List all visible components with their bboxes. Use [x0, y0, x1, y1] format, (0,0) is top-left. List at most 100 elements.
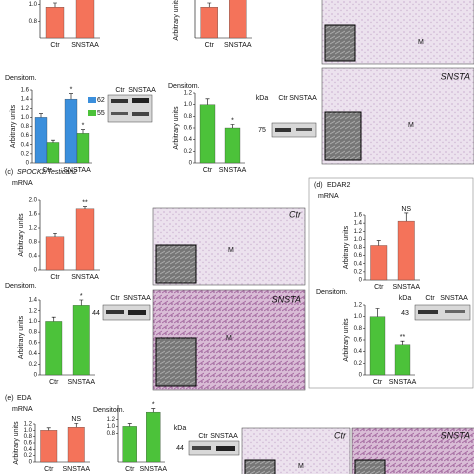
bar [64, 98, 78, 164]
y-tick-label: 1.0 [354, 237, 363, 243]
band [128, 310, 146, 315]
legend-label: 55 [97, 110, 105, 117]
band [216, 446, 235, 451]
y-tick-label: 1.0 [24, 428, 33, 434]
densitom-label: Densitom. [5, 75, 37, 82]
region-label: M [418, 39, 424, 46]
bar [76, 133, 90, 164]
band [275, 128, 291, 132]
region-label: M [408, 122, 414, 129]
blot-unit: kDa [399, 295, 412, 302]
bar [34, 117, 48, 164]
inset [155, 244, 197, 284]
y-tick-label: 0.8 [184, 114, 193, 120]
error-bar [51, 316, 56, 322]
significance: * [70, 86, 73, 93]
error-bar [79, 299, 84, 306]
y-tick-label: 1.6 [21, 88, 30, 94]
y-tick-label: 0.6 [21, 133, 30, 139]
y-tick-label: 0.8 [354, 326, 363, 332]
error-bar [81, 129, 85, 134]
blot [414, 304, 471, 321]
bar [122, 426, 137, 463]
bar [200, 7, 218, 39]
y-tick-label: 0.4 [29, 254, 38, 260]
panel-title: EDA [17, 395, 32, 402]
densitom-label: Densitom. [93, 407, 125, 414]
y-tick-label: 1.0 [29, 319, 38, 325]
x-tick-label: Ctr [125, 466, 135, 473]
y-tick-label: 0.6 [184, 126, 193, 132]
significance: ** [82, 199, 88, 206]
bar [72, 305, 90, 376]
x-tick-label: SNSTAA [63, 167, 91, 174]
micrograph-tag: Ctr [289, 209, 302, 219]
y-tick-label: 1.2 [354, 303, 363, 309]
significance: NS [401, 206, 411, 213]
error-bar [207, 2, 212, 8]
band [106, 310, 124, 314]
densitom-label: Densitom. [168, 83, 200, 90]
bar [369, 316, 386, 376]
y-tick-label: 0.6 [24, 441, 33, 447]
y-tick-label: 0.4 [29, 351, 38, 357]
y-axis-label: Arbitrary units [343, 318, 350, 362]
bar [146, 411, 161, 463]
micrograph [241, 427, 351, 474]
bar [75, 0, 95, 39]
bar [397, 220, 415, 281]
blot [188, 440, 240, 456]
y-tick-label: 1.2 [184, 91, 193, 97]
y-tick-label: 0.4 [184, 137, 193, 143]
y-tick-label: 0.2 [184, 149, 193, 155]
y-tick-label: 1.4 [354, 221, 363, 227]
x-tick-label: Ctr [50, 274, 60, 281]
y-tick-label: 1.6 [29, 212, 38, 218]
y-tick-label: 0.8 [21, 124, 30, 130]
y-tick-label: 1.0 [184, 102, 193, 108]
y-tick-label: 0.6 [354, 253, 363, 259]
band [445, 310, 465, 313]
y-tick-label: 0.6 [29, 340, 38, 346]
significance: ** [400, 334, 406, 341]
y-tick-label: 0.4 [21, 142, 30, 148]
legend-swatch [88, 97, 96, 103]
blot-unit: kDa [256, 95, 269, 102]
y-tick-label: 0 [359, 278, 363, 284]
y-tick-label: 0 [26, 161, 30, 167]
y-tick-label: 1.0 [21, 115, 30, 121]
lane-label: SNSTAA [440, 295, 468, 302]
y-tick-label: 0.8 [107, 431, 116, 437]
bar [75, 208, 95, 271]
bar [45, 236, 65, 271]
y-tick-label: 0 [29, 460, 33, 466]
x-tick-label: SNSTAA [140, 466, 168, 473]
y-tick-label: 0.2 [354, 269, 363, 275]
bar [229, 0, 247, 39]
blot-marker: 44 [92, 310, 100, 317]
x-tick-label: SNSTAA [224, 42, 252, 49]
y-tick-label: 1.0 [29, 2, 38, 8]
y-axis-label: Arbitrary units [13, 421, 20, 465]
panel-frame [308, 177, 474, 389]
micrograph-tag: SNSTA [441, 71, 470, 81]
lane-label: Ctr [425, 295, 435, 302]
error-bar [53, 232, 57, 237]
x-tick-label: Ctr [44, 466, 54, 473]
y-axis-label: Arbitrary units [18, 315, 25, 359]
x-tick-label: Ctr [374, 284, 384, 291]
panel-label: (c) [5, 169, 13, 176]
y-tick-label: 1.4 [21, 97, 30, 103]
bar [199, 104, 216, 164]
y-tick-label: 0.8 [29, 330, 38, 336]
y-tick-label: 0.4 [24, 447, 33, 453]
y-tick-label: 0.8 [29, 240, 38, 246]
significance: NS [71, 416, 81, 423]
y-tick-label: 1.4 [29, 298, 38, 304]
region-label: M [226, 335, 232, 342]
y-tick-label: 0 [34, 373, 38, 379]
panel-subtitle: mRNA [318, 193, 339, 200]
x-tick-label: Ctr [50, 42, 60, 49]
x-tick-label: Ctr [42, 167, 52, 174]
y-tick-label: 0.2 [21, 151, 30, 157]
